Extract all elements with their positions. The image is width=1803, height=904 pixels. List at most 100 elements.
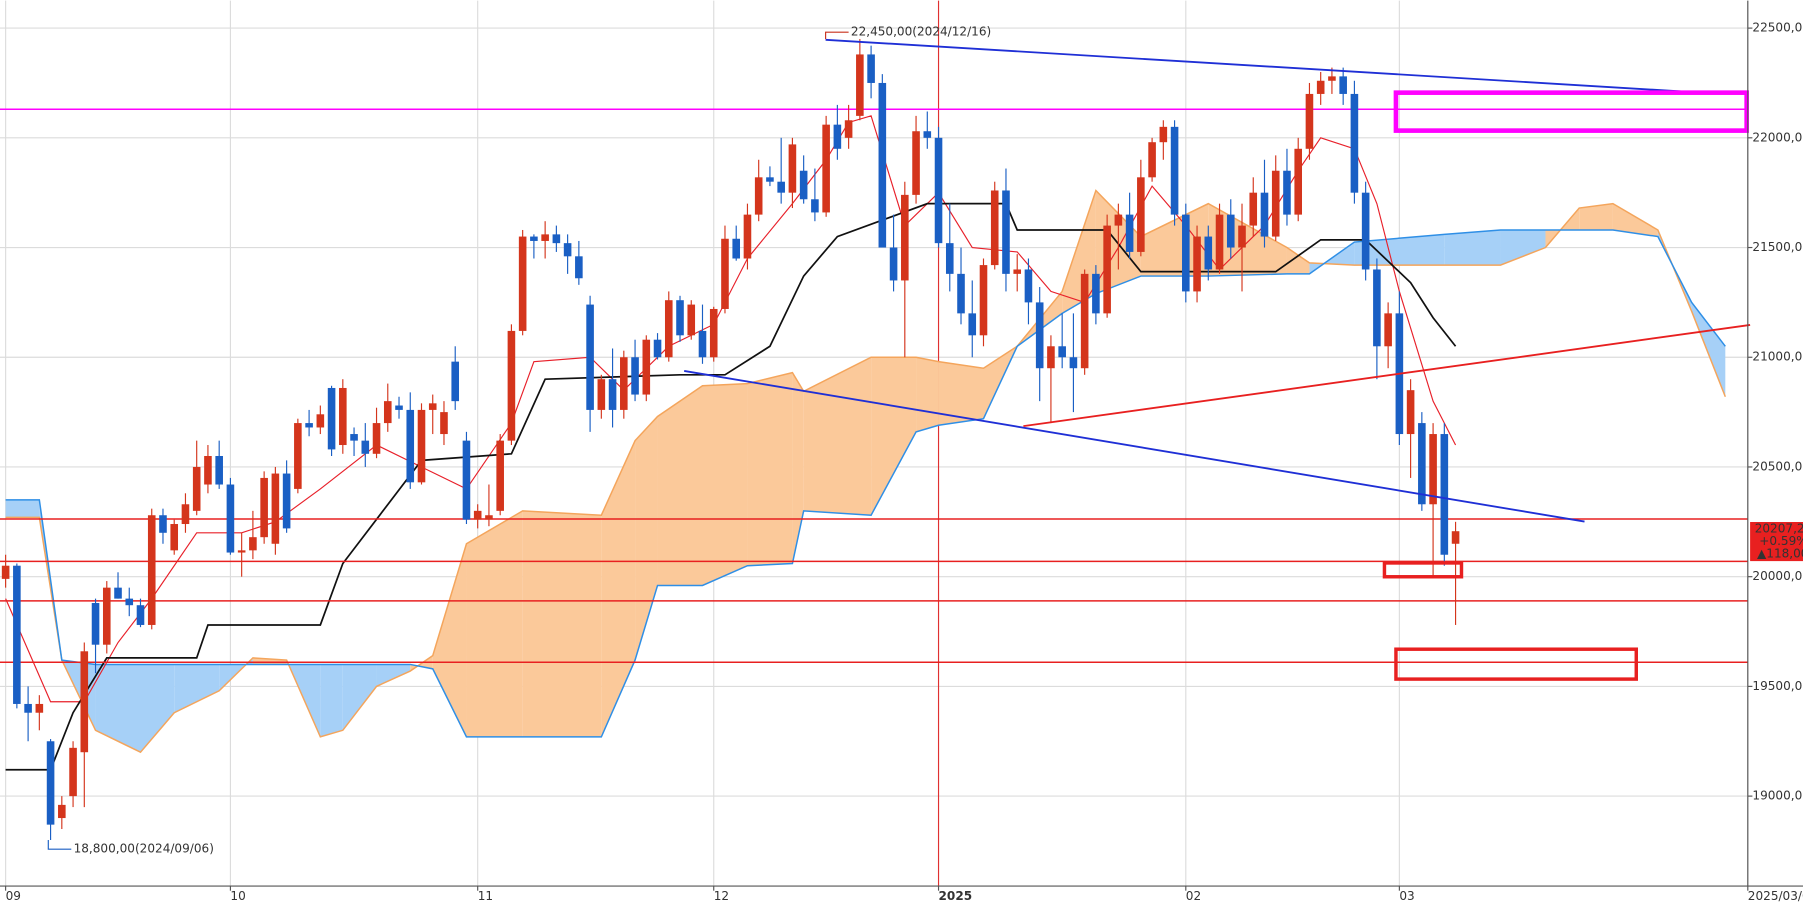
candle-body <box>1406 390 1415 435</box>
candle-body <box>1137 177 1145 252</box>
candle-body <box>743 214 752 259</box>
candle-body <box>1384 313 1392 347</box>
cloud-segment <box>1140 203 1209 277</box>
span-b-line <box>5 229 1726 738</box>
candle-body <box>136 605 145 625</box>
cloud-segment <box>5 499 40 518</box>
candle-body <box>721 238 729 309</box>
cloud-segment <box>174 664 220 713</box>
candle-body <box>1114 214 1123 226</box>
candle-body <box>406 409 415 483</box>
candle-body <box>13 565 21 704</box>
cloud-segment <box>1444 229 1501 266</box>
candle-body <box>1215 214 1224 270</box>
candle-body <box>361 440 370 454</box>
trend-line <box>825 38 1702 94</box>
last-price: 20207,25 <box>1755 521 1803 535</box>
x-tick-label: 2025 <box>939 889 973 903</box>
candle-body <box>575 256 583 279</box>
candle-body <box>979 265 988 336</box>
candle-body <box>1316 80 1325 94</box>
candle-body <box>58 804 66 819</box>
candle-body <box>260 477 268 538</box>
candle-body <box>428 403 437 410</box>
candle-body <box>698 330 707 358</box>
candle-body <box>968 313 977 336</box>
candle-body <box>1159 126 1168 143</box>
candle-body <box>316 414 325 428</box>
candle-body <box>91 603 100 645</box>
candle-body <box>777 181 785 193</box>
candle-body <box>282 473 291 529</box>
cloud-segment <box>320 664 343 737</box>
candle-body <box>631 357 639 395</box>
candle-body <box>1373 269 1381 347</box>
candle-body <box>620 357 628 410</box>
candle-body <box>957 273 965 314</box>
candle-body <box>822 124 830 213</box>
candle-body <box>586 304 594 410</box>
annotation: 22,450,00(2024/12/16) <box>851 25 991 39</box>
x-tick-label: 2025/03/07 <box>1748 889 1803 903</box>
candle-body <box>159 515 167 533</box>
cloud-segment <box>916 357 939 432</box>
y-tick-label: 21500,00 <box>1752 240 1803 254</box>
candle-body <box>1058 346 1066 358</box>
last-change: +0.59% <box>1759 534 1803 548</box>
candle-body <box>552 234 561 244</box>
trend-line <box>684 370 1585 523</box>
y-tick-label: 22000,00 <box>1752 130 1803 144</box>
cloud-segment <box>938 361 984 426</box>
y-tick-label: 21000,00 <box>1752 350 1803 364</box>
candle-body <box>653 339 662 358</box>
candle-body <box>1350 93 1359 193</box>
candle-body <box>766 177 774 182</box>
candle-body <box>1249 192 1258 226</box>
candle-body <box>541 234 549 241</box>
overlay-layer: 22,450,00(2024/12/16) 18,800,00(2024/09/0… <box>47 25 1751 856</box>
cloud-segment <box>635 416 658 661</box>
candle-body <box>1440 434 1449 555</box>
candle-body <box>215 455 223 485</box>
candle-body <box>1339 76 1347 94</box>
candle-body <box>608 379 617 410</box>
candle-body <box>1170 126 1179 215</box>
candle-body <box>1035 302 1044 369</box>
candle-body <box>440 412 448 435</box>
candle-body <box>473 510 482 520</box>
candle-body <box>1024 269 1033 303</box>
candle-body <box>1103 225 1111 314</box>
candle-body <box>305 423 313 428</box>
cloud-segment <box>747 372 793 566</box>
candle-body <box>664 300 673 358</box>
indicator-line <box>5 202 1457 771</box>
cloud-segment <box>1286 247 1310 274</box>
candle-body <box>1092 273 1100 314</box>
candle-body <box>462 440 471 520</box>
cloud-segment <box>1579 203 1613 230</box>
candle-body <box>563 243 572 257</box>
candle-body <box>732 238 741 259</box>
cloud-segment <box>432 543 467 737</box>
candle-body <box>867 54 875 83</box>
candle-body <box>1328 76 1336 81</box>
candle-body <box>1226 214 1235 248</box>
span-a-line <box>5 189 1727 754</box>
candle-body <box>1418 423 1426 505</box>
candle-body <box>1271 170 1280 237</box>
candle-body <box>395 405 403 410</box>
candle-body <box>676 300 684 336</box>
candle-body <box>844 120 853 138</box>
candle-body <box>417 409 426 483</box>
cloud-segment <box>466 510 523 737</box>
cloud-segment <box>342 664 377 731</box>
candle-body <box>69 747 77 797</box>
cloud-segment <box>376 664 411 687</box>
candle-body <box>945 243 954 274</box>
candle-body <box>147 515 156 625</box>
candle-body <box>811 199 819 213</box>
candle-body <box>485 515 493 520</box>
candle-body <box>799 170 808 200</box>
candle-body <box>451 361 460 402</box>
candle-body <box>1361 192 1370 270</box>
